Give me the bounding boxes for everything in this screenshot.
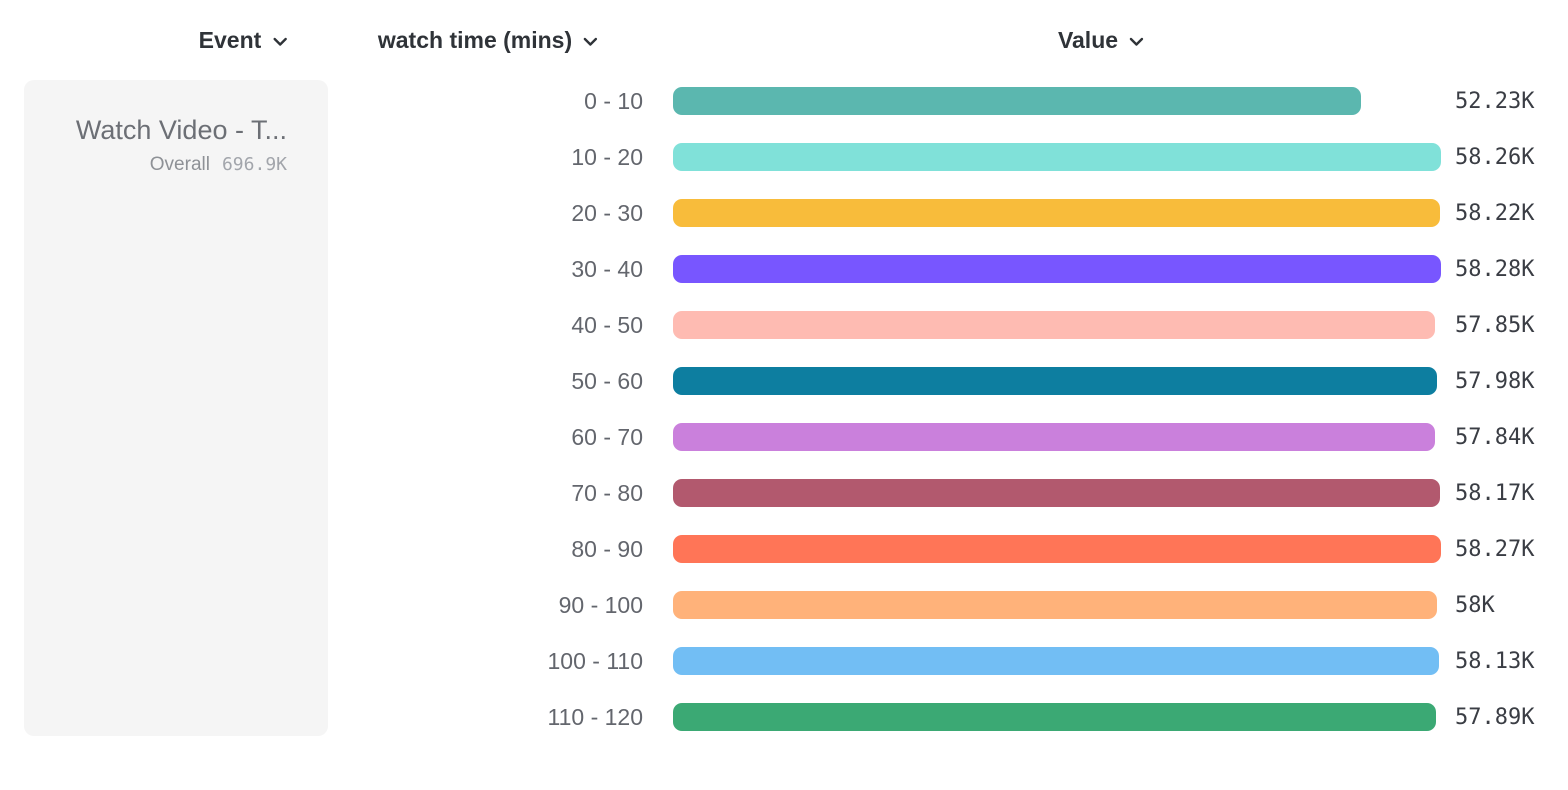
bar-rows-container: 0 - 10 52.23K 10 - 20 58.26K 20 - 30 58.… <box>0 73 1568 745</box>
bar-row: 0 - 10 52.23K <box>0 73 1568 129</box>
bar-value-label: 58.26K <box>1455 144 1535 170</box>
bucket-label: 110 - 120 <box>547 703 643 730</box>
bar-segment[interactable] <box>673 199 1441 227</box>
bar-track <box>673 143 1441 171</box>
bar-segment[interactable] <box>673 535 1441 563</box>
bar-track <box>673 535 1441 563</box>
bucket-label: 0 - 10 <box>584 87 643 114</box>
bar-row: 50 - 60 57.98K <box>0 353 1568 409</box>
event-overall-row: Overall 696.9K <box>44 152 287 178</box>
bar-segment[interactable] <box>673 311 1436 339</box>
breakdown-column-label: watch time (mins) <box>377 27 573 53</box>
bar-value-label: 57.85K <box>1455 312 1535 338</box>
bar-segment[interactable] <box>673 479 1440 507</box>
bar-value-label: 57.89K <box>1455 704 1535 730</box>
event-column-dropdown[interactable]: Event <box>199 27 288 54</box>
bucket-label: 30 - 40 <box>571 255 643 282</box>
bucket-label: 60 - 70 <box>571 423 643 450</box>
bar-value-label: 52.23K <box>1455 88 1535 114</box>
bar-row: 70 - 80 58.17K <box>0 465 1568 521</box>
bar-value-label: 58K <box>1455 592 1495 618</box>
bar-segment[interactable] <box>673 591 1438 619</box>
bar-track <box>673 703 1441 731</box>
bar-row: 80 - 90 58.27K <box>0 521 1568 577</box>
chevron-down-icon <box>583 37 598 47</box>
chevron-down-icon <box>272 37 287 47</box>
bar-row: 10 - 20 58.26K <box>0 129 1568 185</box>
bar-segment[interactable] <box>673 647 1439 675</box>
bucket-label: 20 - 30 <box>571 199 643 226</box>
bucket-label: 70 - 80 <box>571 479 643 506</box>
bucket-label: 100 - 110 <box>547 647 643 674</box>
bar-track <box>673 647 1441 675</box>
bar-row: 30 - 40 58.28K <box>0 241 1568 297</box>
bucket-label: 50 - 60 <box>571 367 643 394</box>
bar-segment[interactable] <box>673 255 1441 283</box>
event-title: Watch Video - T... <box>75 115 287 145</box>
bar-segment[interactable] <box>673 367 1438 395</box>
value-column-label: Value <box>1057 27 1119 53</box>
bar-row: 100 - 110 58.13K <box>0 633 1568 689</box>
bucket-label: 80 - 90 <box>571 535 643 562</box>
bar-track <box>673 367 1441 395</box>
bar-value-label: 58.27K <box>1455 536 1535 562</box>
bar-row: 90 - 100 58K <box>0 577 1568 633</box>
bar-track <box>673 199 1441 227</box>
bucket-label: 40 - 50 <box>571 311 643 338</box>
bar-value-label: 57.98K <box>1455 368 1535 394</box>
bar-track <box>673 423 1441 451</box>
bar-value-label: 58.17K <box>1455 480 1535 506</box>
event-card[interactable]: Watch Video - T... Overall 696.9K <box>24 80 328 736</box>
bar-row: 60 - 70 57.84K <box>0 409 1568 465</box>
bar-value-label: 58.13K <box>1455 648 1535 674</box>
bar-row: 40 - 50 57.85K <box>0 297 1568 353</box>
bar-value-label: 58.28K <box>1455 256 1535 282</box>
bucket-label: 90 - 100 <box>558 591 643 618</box>
chevron-down-icon <box>1129 37 1144 47</box>
bar-value-label: 57.84K <box>1455 424 1535 450</box>
bar-track <box>673 255 1441 283</box>
bar-track <box>673 479 1441 507</box>
overall-label: Overall <box>149 154 210 175</box>
bar-segment[interactable] <box>673 703 1436 731</box>
bar-track <box>673 311 1441 339</box>
bar-row: 110 - 120 57.89K <box>0 689 1568 745</box>
overall-value: 696.9K <box>221 154 287 175</box>
event-column-label: Event <box>198 27 262 53</box>
bar-track <box>673 87 1441 115</box>
value-column-dropdown[interactable]: Value <box>1058 27 1144 54</box>
bar-value-label: 58.22K <box>1455 200 1535 226</box>
bar-track <box>673 591 1441 619</box>
bar-segment[interactable] <box>673 143 1441 171</box>
breakdown-column-dropdown[interactable]: watch time (mins) <box>378 27 598 54</box>
bar-segment[interactable] <box>673 423 1436 451</box>
bucket-label: 10 - 20 <box>571 143 643 170</box>
bar-segment[interactable] <box>673 87 1362 115</box>
bar-row: 20 - 30 58.22K <box>0 185 1568 241</box>
